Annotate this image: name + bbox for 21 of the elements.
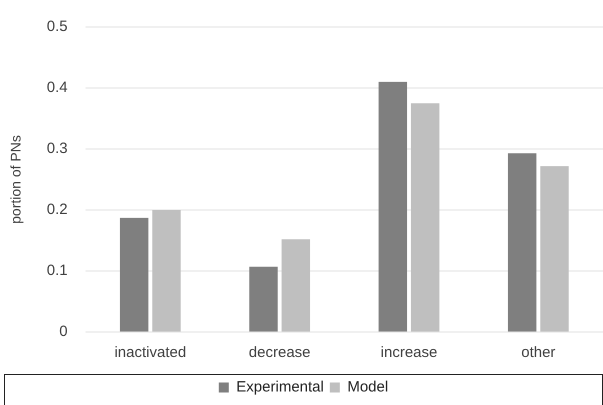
bar — [152, 210, 181, 332]
x-tick-label: decrease — [248, 344, 311, 362]
x-tick-label: increase — [380, 344, 438, 362]
bar — [378, 82, 408, 332]
bar — [410, 103, 440, 332]
x-tick-label: other — [521, 344, 556, 362]
bar — [540, 166, 569, 332]
y-tick-label: 0.2 — [46, 201, 68, 218]
bar — [249, 266, 278, 332]
y-axis-title: portion of PNs — [7, 135, 24, 224]
bar — [508, 153, 536, 332]
legend-label: Model — [347, 378, 388, 396]
x-tick-label: inactivated — [114, 344, 186, 362]
y-tick-label: 0.4 — [46, 79, 68, 96]
bar — [282, 239, 310, 332]
y-tick-label: 0 — [59, 323, 68, 340]
y-tick-label: 0.5 — [46, 18, 68, 36]
legend-label: Experimental — [236, 378, 324, 396]
y-tick-label: 0.3 — [46, 140, 68, 158]
y-tick-label: 0.1 — [46, 262, 68, 280]
bar — [120, 218, 148, 332]
